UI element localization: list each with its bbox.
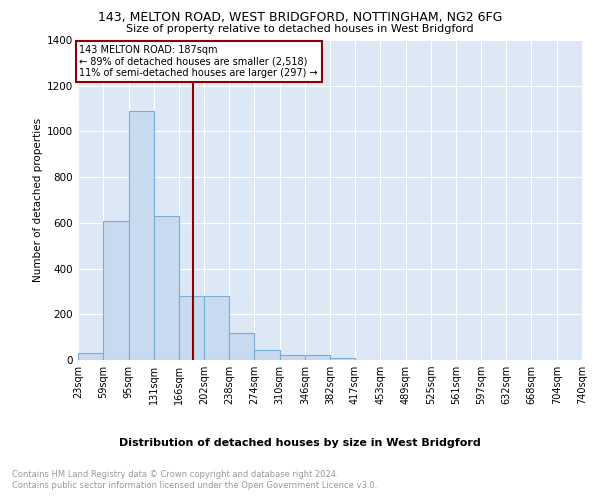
Bar: [179, 296, 204, 360]
Bar: [128, 111, 154, 360]
Text: 143, MELTON ROAD, WEST BRIDGFORD, NOTTINGHAM, NG2 6FG: 143, MELTON ROAD, WEST BRIDGFORD, NOTTIN…: [98, 11, 502, 24]
Text: Contains public sector information licensed under the Open Government Licence v3: Contains public sector information licen…: [12, 481, 377, 490]
Bar: [280, 356, 305, 360]
Bar: [103, 220, 128, 360]
Y-axis label: Number of detached properties: Number of detached properties: [33, 118, 43, 282]
Bar: [331, 358, 355, 360]
Text: Distribution of detached houses by size in West Bridgford: Distribution of detached houses by size …: [119, 438, 481, 448]
Bar: [229, 332, 254, 360]
Text: 143 MELTON ROAD: 187sqm
← 89% of detached houses are smaller (2,518)
11% of semi: 143 MELTON ROAD: 187sqm ← 89% of detache…: [79, 45, 318, 78]
Bar: [305, 356, 331, 360]
Text: Size of property relative to detached houses in West Bridgford: Size of property relative to detached ho…: [126, 24, 474, 34]
Bar: [254, 350, 280, 360]
Text: Contains HM Land Registry data © Crown copyright and database right 2024.: Contains HM Land Registry data © Crown c…: [12, 470, 338, 479]
Bar: [204, 296, 229, 360]
Bar: [154, 216, 179, 360]
Bar: [78, 353, 103, 360]
